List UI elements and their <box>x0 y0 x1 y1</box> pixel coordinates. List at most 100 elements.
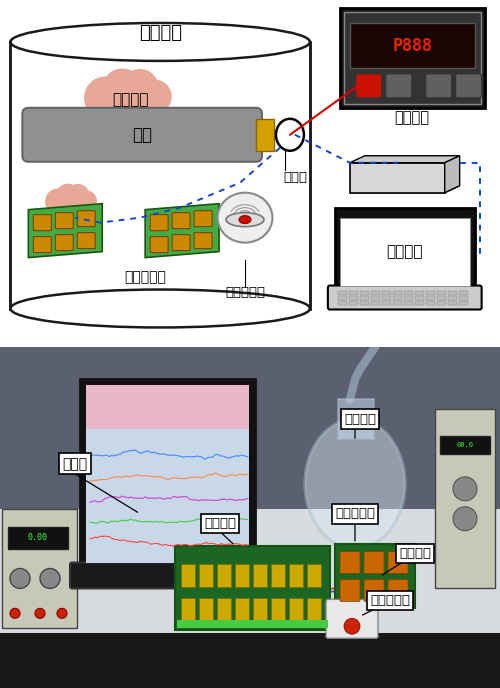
FancyBboxPatch shape <box>349 296 358 299</box>
Circle shape <box>10 608 20 619</box>
Polygon shape <box>350 163 444 193</box>
Circle shape <box>103 69 142 108</box>
FancyBboxPatch shape <box>426 74 452 98</box>
Circle shape <box>46 189 70 213</box>
FancyBboxPatch shape <box>307 563 321 588</box>
FancyBboxPatch shape <box>78 211 95 226</box>
FancyBboxPatch shape <box>172 213 190 228</box>
FancyBboxPatch shape <box>177 621 328 628</box>
FancyBboxPatch shape <box>338 296 347 299</box>
FancyBboxPatch shape <box>34 237 52 252</box>
Ellipse shape <box>305 419 405 548</box>
Circle shape <box>50 224 64 238</box>
Circle shape <box>64 194 85 215</box>
FancyBboxPatch shape <box>56 235 74 250</box>
FancyBboxPatch shape <box>181 599 195 622</box>
Ellipse shape <box>226 213 264 226</box>
FancyBboxPatch shape <box>328 286 482 310</box>
FancyBboxPatch shape <box>338 290 347 294</box>
FancyBboxPatch shape <box>335 208 474 290</box>
FancyBboxPatch shape <box>458 296 468 299</box>
FancyBboxPatch shape <box>70 563 267 588</box>
Circle shape <box>58 222 71 235</box>
FancyBboxPatch shape <box>150 237 168 252</box>
Text: 烟雾报警器: 烟雾报警器 <box>225 286 265 299</box>
FancyBboxPatch shape <box>414 290 424 294</box>
Circle shape <box>85 77 126 118</box>
FancyBboxPatch shape <box>371 301 380 305</box>
Ellipse shape <box>10 23 310 61</box>
FancyBboxPatch shape <box>172 235 190 250</box>
Text: 电缆: 电缆 <box>132 126 152 144</box>
Circle shape <box>57 608 67 619</box>
FancyBboxPatch shape <box>271 599 285 622</box>
Text: 采集装置: 采集装置 <box>394 110 430 125</box>
Text: 0.00: 0.00 <box>28 533 48 542</box>
FancyBboxPatch shape <box>350 23 474 68</box>
FancyBboxPatch shape <box>404 296 412 299</box>
FancyBboxPatch shape <box>458 301 468 305</box>
FancyBboxPatch shape <box>426 296 434 299</box>
FancyBboxPatch shape <box>386 74 411 98</box>
FancyBboxPatch shape <box>458 290 468 294</box>
FancyBboxPatch shape <box>22 108 262 162</box>
FancyBboxPatch shape <box>382 296 391 299</box>
Polygon shape <box>350 186 460 193</box>
FancyBboxPatch shape <box>436 301 446 305</box>
FancyBboxPatch shape <box>393 301 402 305</box>
FancyBboxPatch shape <box>289 599 303 622</box>
FancyBboxPatch shape <box>326 599 378 638</box>
FancyBboxPatch shape <box>393 290 402 294</box>
FancyBboxPatch shape <box>0 347 500 688</box>
Circle shape <box>116 85 152 121</box>
Text: 传感器阵列: 传感器阵列 <box>335 507 375 520</box>
FancyBboxPatch shape <box>0 633 500 688</box>
Circle shape <box>40 568 60 588</box>
FancyBboxPatch shape <box>426 301 434 305</box>
Polygon shape <box>444 155 460 193</box>
FancyBboxPatch shape <box>338 301 347 305</box>
Ellipse shape <box>239 215 251 224</box>
Polygon shape <box>145 204 219 257</box>
FancyBboxPatch shape <box>256 119 274 151</box>
FancyBboxPatch shape <box>56 213 74 228</box>
FancyBboxPatch shape <box>414 301 424 305</box>
FancyBboxPatch shape <box>217 563 231 588</box>
FancyBboxPatch shape <box>86 385 249 563</box>
FancyBboxPatch shape <box>456 74 481 98</box>
FancyBboxPatch shape <box>217 599 231 622</box>
FancyBboxPatch shape <box>235 563 249 588</box>
FancyBboxPatch shape <box>199 599 213 622</box>
FancyBboxPatch shape <box>448 301 456 305</box>
FancyBboxPatch shape <box>364 579 384 601</box>
FancyBboxPatch shape <box>10 42 310 308</box>
Circle shape <box>122 69 158 106</box>
FancyBboxPatch shape <box>194 233 212 248</box>
Polygon shape <box>350 155 460 163</box>
Ellipse shape <box>218 193 272 243</box>
Circle shape <box>68 184 88 206</box>
FancyBboxPatch shape <box>404 290 412 294</box>
Circle shape <box>453 477 477 501</box>
FancyBboxPatch shape <box>335 544 415 608</box>
FancyBboxPatch shape <box>360 290 369 294</box>
FancyBboxPatch shape <box>194 211 212 226</box>
FancyBboxPatch shape <box>426 290 434 294</box>
FancyBboxPatch shape <box>340 8 484 108</box>
Text: 电热丝: 电热丝 <box>283 171 307 184</box>
Text: 分解气体: 分解气体 <box>112 92 148 107</box>
FancyBboxPatch shape <box>289 563 303 588</box>
Text: 实验腔体: 实验腔体 <box>344 413 376 426</box>
FancyBboxPatch shape <box>364 552 384 574</box>
FancyBboxPatch shape <box>382 290 391 294</box>
FancyBboxPatch shape <box>349 301 358 305</box>
Circle shape <box>77 191 96 210</box>
FancyBboxPatch shape <box>436 290 446 294</box>
Text: 分析软件: 分析软件 <box>386 244 423 259</box>
Circle shape <box>37 220 54 237</box>
FancyBboxPatch shape <box>435 409 495 588</box>
FancyBboxPatch shape <box>271 563 285 588</box>
Circle shape <box>56 184 79 207</box>
FancyBboxPatch shape <box>448 296 456 299</box>
Circle shape <box>52 217 66 231</box>
